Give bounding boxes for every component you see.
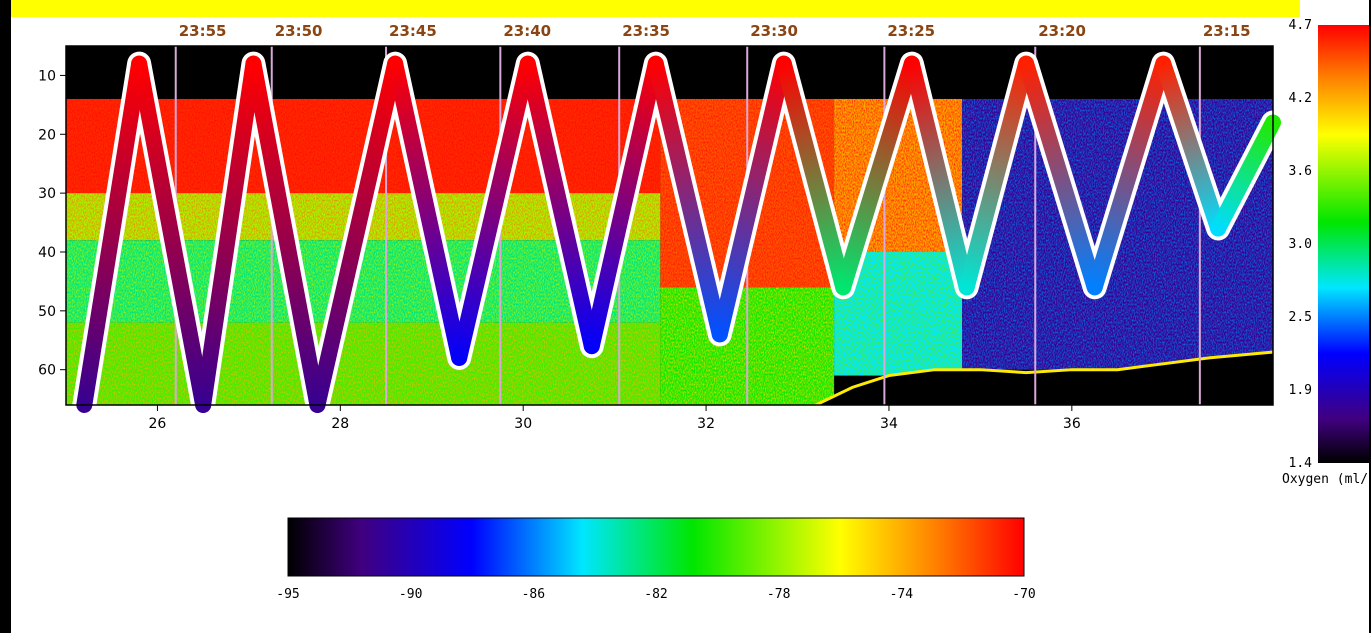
track-segment: [195, 55, 262, 413]
track-segment: [958, 55, 1035, 296]
sv-colorbar-frame: [287, 517, 1025, 577]
x-tick-label: 26: [149, 416, 167, 432]
sv-colorbar-ramp: [288, 518, 1024, 576]
time-marker-label: 23:35: [622, 22, 670, 40]
track-segment: [647, 55, 728, 343]
y-tick-label: 30: [38, 186, 56, 202]
sv-colorbar-tick-label: -78: [767, 587, 790, 602]
track-segment: [131, 55, 212, 413]
y-tick-label: 40: [38, 245, 56, 261]
time-marker-labels: 23:55 23:50 23:45 23:40 23:35 23:30 23:25 23:20…: [179, 22, 1251, 40]
oxygen-colorbar-tick-label: 4.2: [1289, 91, 1312, 106]
track-segment: [835, 55, 920, 296]
oxygen-colorbar-tick-label: 4.7: [1289, 18, 1312, 33]
time-marker-label: 23:45: [389, 22, 437, 40]
track-segment: [1210, 114, 1281, 237]
sv-colorbar-tick-label: -95: [276, 587, 299, 602]
oxygen-colorbar-tick-label: 2.5: [1289, 310, 1312, 325]
time-marker-label: 23:30: [750, 22, 798, 40]
plot-frame: [65, 45, 1274, 406]
x-tick-label: 36: [1063, 416, 1081, 432]
sv-colorbar-tick-label: -82: [644, 587, 667, 602]
oxygen-colorbar-tick-label: 1.4: [1289, 456, 1313, 471]
oxygen-colorbar-tick-label: 3.0: [1289, 237, 1312, 252]
track-segment: [903, 55, 975, 296]
x-tick-label: 32: [697, 416, 715, 432]
track-segment: [1155, 55, 1227, 237]
track-segment: [1086, 55, 1172, 296]
sv-colorbar-ticks: -95 -90 -86 -82 -78 -74 -70: [276, 587, 1035, 602]
y-tick-label: 50: [38, 304, 56, 320]
track-segment: [1018, 55, 1103, 296]
sv-colorbar-tick-label: -90: [399, 587, 422, 602]
x-axis: 26 28 30 32 34 36: [149, 405, 1081, 432]
seafloor-line-path: [815, 350, 1273, 405]
x-tick-label: 28: [331, 416, 349, 432]
x-tick-label: 30: [514, 416, 532, 432]
oxygen-colorbar-ramp: [1318, 25, 1369, 463]
time-marker-label: 23:15: [1203, 22, 1251, 40]
track-segment: [519, 55, 600, 355]
sv-colorbar: -95 -90 -86 -82 -78 -74 -70: [276, 517, 1036, 602]
oxygen-colorbar-tick-label: 1.9: [1289, 383, 1312, 398]
time-marker-label: 23:50: [275, 22, 323, 40]
echo-layer-cell: [66, 322, 661, 405]
track-segment: [245, 55, 326, 413]
y-tick-label: 20: [38, 127, 56, 143]
track-segment: [775, 55, 852, 296]
echo-layer-speckle: [66, 322, 661, 405]
time-marker-label: 23:55: [179, 22, 227, 40]
oxygen-colorbar-tick-label: 3.6: [1289, 164, 1312, 179]
towyo-oxygen-track: [72, 51, 1285, 417]
y-axis: 10 20 30 40 50 60: [38, 68, 66, 379]
y-tick-label: 10: [38, 68, 56, 84]
time-marker-label: 23:40: [503, 22, 551, 40]
track-segment: [387, 55, 468, 366]
time-marker-label: 23:25: [887, 22, 935, 40]
sv-colorbar-tick-label: -70: [1012, 587, 1035, 602]
sv-colorbar-tick-label: -86: [522, 587, 545, 602]
track-segment: [309, 55, 404, 413]
track-segment: [76, 55, 148, 413]
y-tick-label: 60: [38, 363, 56, 379]
right-black-band: [1369, 0, 1371, 633]
oxygen-colorbar-title: Oxygen (ml/l): [1282, 472, 1371, 487]
x-tick-label: 34: [880, 416, 898, 432]
time-marker-label: 23:20: [1038, 22, 1086, 40]
oxygen-colorbar: 1.4 1.9 2.5 3.0 3.6 4.2 4.7 Oxygen (ml/l): [1282, 18, 1371, 487]
oxygen-colorbar-ticks: 1.4 1.9 2.5 3.0 3.6 4.2 4.7: [1289, 18, 1313, 471]
left-black-band: [0, 0, 11, 633]
top-yellow-band: [0, 0, 1300, 17]
track-segment: [711, 55, 792, 343]
track-segment: [583, 55, 664, 355]
seafloor-line: [815, 350, 1273, 405]
sv-colorbar-tick-label: -74: [890, 587, 914, 602]
track-segment: [451, 55, 536, 366]
